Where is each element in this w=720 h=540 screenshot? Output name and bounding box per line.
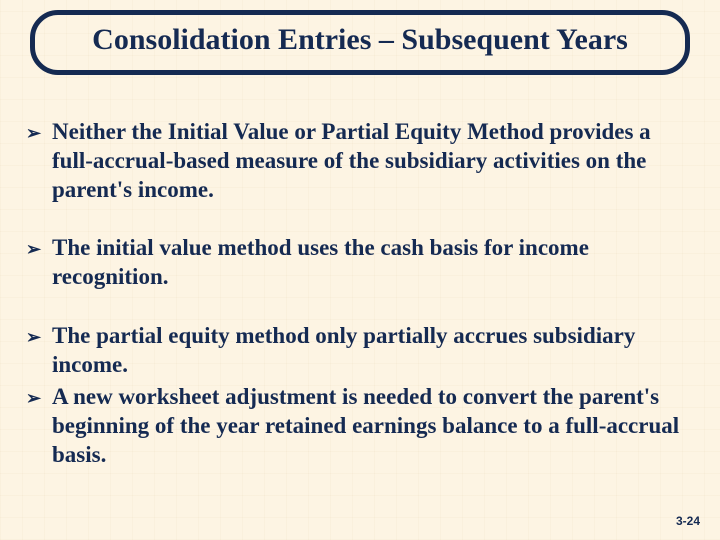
bullet-item: ➢ The initial value method uses the cash… (26, 234, 694, 292)
title-box: Consolidation Entries – Subsequent Years (30, 10, 690, 75)
bullet-arrow-icon: ➢ (26, 383, 52, 411)
page-number: 3-24 (676, 514, 700, 528)
bullet-text: A new worksheet adjustment is needed to … (52, 383, 694, 469)
bullet-text: The initial value method uses the cash b… (52, 234, 694, 292)
bullet-item: ➢ The partial equity method only partial… (26, 322, 694, 380)
bullet-item: ➢ A new worksheet adjustment is needed t… (26, 383, 694, 469)
bullet-arrow-icon: ➢ (26, 322, 52, 350)
content-area: ➢ Neither the Initial Value or Partial E… (26, 118, 694, 470)
slide-title: Consolidation Entries – Subsequent Years (45, 23, 675, 58)
bullet-text: Neither the Initial Value or Partial Equ… (52, 118, 694, 204)
bullet-item: ➢ Neither the Initial Value or Partial E… (26, 118, 694, 204)
bullet-arrow-icon: ➢ (26, 234, 52, 262)
bullet-text: The partial equity method only partially… (52, 322, 694, 380)
bullet-arrow-icon: ➢ (26, 118, 52, 146)
